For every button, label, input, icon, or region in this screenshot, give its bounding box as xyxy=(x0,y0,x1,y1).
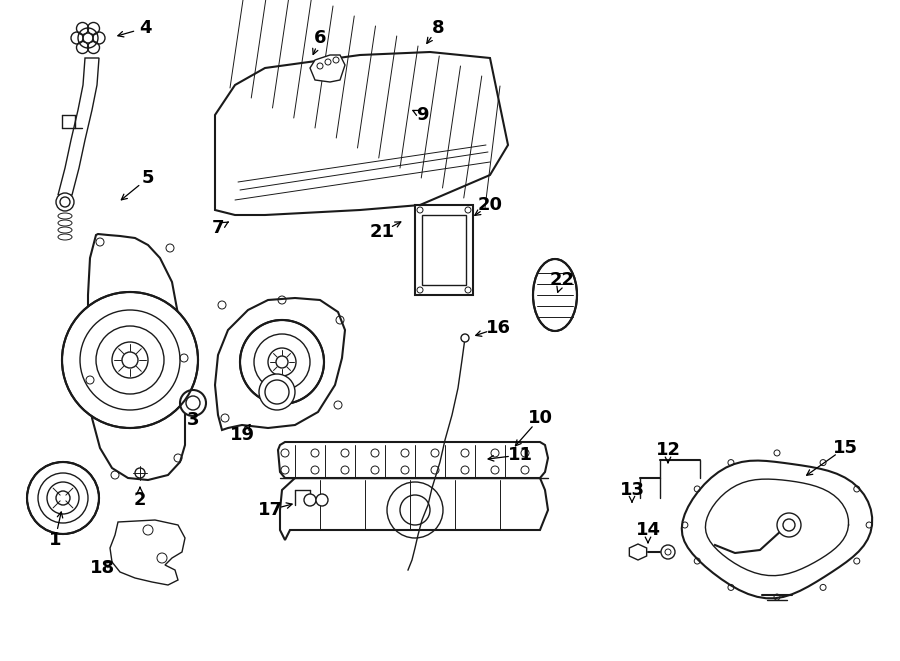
Text: 19: 19 xyxy=(230,426,255,444)
Text: 8: 8 xyxy=(432,19,445,37)
Text: 11: 11 xyxy=(508,446,533,464)
Text: 10: 10 xyxy=(527,409,553,427)
Text: 17: 17 xyxy=(257,501,283,519)
Circle shape xyxy=(56,193,74,211)
Text: 12: 12 xyxy=(655,441,680,459)
Text: 16: 16 xyxy=(485,319,510,337)
Polygon shape xyxy=(215,52,508,215)
Circle shape xyxy=(180,390,206,416)
Polygon shape xyxy=(681,461,872,598)
Polygon shape xyxy=(58,58,99,195)
Text: 4: 4 xyxy=(139,19,151,37)
Circle shape xyxy=(777,513,801,537)
Circle shape xyxy=(316,494,328,506)
Polygon shape xyxy=(422,215,466,285)
Circle shape xyxy=(304,494,316,506)
Text: 14: 14 xyxy=(635,521,661,539)
Circle shape xyxy=(62,292,198,428)
Text: 20: 20 xyxy=(478,196,502,214)
Text: 22: 22 xyxy=(550,271,574,289)
Ellipse shape xyxy=(533,259,577,331)
Polygon shape xyxy=(88,234,185,480)
Polygon shape xyxy=(278,442,548,478)
Circle shape xyxy=(240,320,324,404)
Polygon shape xyxy=(280,478,548,540)
Text: 21: 21 xyxy=(370,223,394,241)
Text: 18: 18 xyxy=(89,559,114,577)
Text: 9: 9 xyxy=(416,106,428,124)
Text: 1: 1 xyxy=(49,531,61,549)
Polygon shape xyxy=(629,544,647,560)
Text: 3: 3 xyxy=(187,411,199,429)
Polygon shape xyxy=(110,520,185,585)
Text: 2: 2 xyxy=(134,491,146,509)
Polygon shape xyxy=(310,55,345,82)
Text: 5: 5 xyxy=(142,169,154,187)
Circle shape xyxy=(27,462,99,534)
Circle shape xyxy=(259,374,295,410)
Text: 6: 6 xyxy=(314,29,326,47)
Circle shape xyxy=(661,545,675,559)
Circle shape xyxy=(461,334,469,342)
Text: 15: 15 xyxy=(832,439,858,457)
Text: 7: 7 xyxy=(212,219,224,237)
Polygon shape xyxy=(415,205,473,295)
Polygon shape xyxy=(215,298,345,430)
Text: 13: 13 xyxy=(619,481,644,499)
